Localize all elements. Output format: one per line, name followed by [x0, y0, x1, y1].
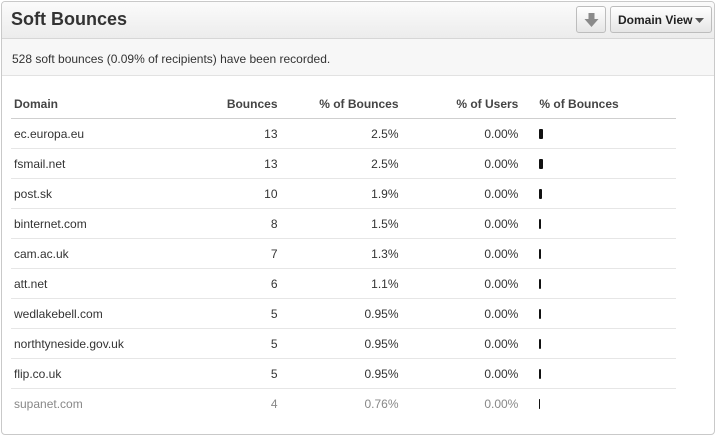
bounces-cell: 13: [210, 118, 281, 149]
pct-bounces-cell: 2.5%: [280, 118, 402, 149]
domain-cell: flip.co.uk: [11, 358, 211, 389]
pct-bounces-cell: 1.5%: [280, 208, 402, 239]
bounce-bar: [539, 129, 544, 140]
table-header-row: Domain Bounces % of Bounces % of Users %…: [11, 90, 676, 119]
pct-bounces-cell: 2.5%: [280, 148, 402, 179]
chevron-down-icon: [695, 18, 704, 23]
table-row: northtyneside.gov.uk 5 0.95% 0.00%: [11, 328, 676, 359]
bounces-cell: 7: [210, 238, 281, 269]
column-header-pct-bounces[interactable]: % of Bounces: [280, 90, 402, 119]
table-row: supanet.com 4 0.76% 0.00%: [11, 389, 676, 419]
bounce-bar: [539, 219, 542, 230]
bounces-cell: 13: [210, 148, 281, 179]
pct-bounces-cell: 0.95%: [280, 358, 402, 389]
table-row: flip.co.uk 5 0.95% 0.00%: [11, 358, 676, 389]
pct-users-cell: 0.00%: [484, 396, 519, 411]
domain-cell: binternet.com: [11, 208, 211, 239]
download-button[interactable]: [576, 6, 606, 33]
bar-cell: [521, 389, 676, 419]
pct-users-cell: 0.00%: [401, 328, 522, 359]
pct-bounces-cell: 0.95%: [280, 298, 402, 329]
domain-cell: cam.ac.uk: [11, 238, 211, 269]
pct-users-cell: 0.00%: [401, 238, 522, 269]
bounce-bar: [539, 279, 542, 290]
bounces-cell: 5: [210, 358, 281, 389]
bounces-cell: 10: [210, 178, 281, 209]
domain-cell: supanet.com: [14, 396, 83, 411]
column-header-bounces[interactable]: Bounces: [210, 90, 281, 119]
panel-title: Soft Bounces: [11, 9, 128, 29]
bounces-cell: 8: [210, 208, 281, 239]
pct-bounces-cell: 1.3%: [280, 238, 402, 269]
pct-users-cell: 0.00%: [401, 298, 522, 329]
bar-cell: [521, 118, 676, 149]
pct-users-cell: 0.00%: [401, 208, 522, 239]
pct-users-cell: 0.00%: [401, 148, 522, 179]
pct-bounces-cell: 0.95%: [280, 328, 402, 359]
table-row: att.net 6 1.1% 0.00%: [11, 268, 676, 299]
panel-header: Soft Bounces Domain View: [2, 2, 714, 39]
domain-view-dropdown[interactable]: Domain View: [610, 6, 712, 33]
column-header-pct-bounces-bar[interactable]: % of Bounces: [521, 90, 676, 119]
table-row: cam.ac.uk 7 1.3% 0.00%: [11, 238, 676, 269]
domain-cell: ec.europa.eu: [11, 118, 211, 149]
pct-bounces-cell: 1.1%: [280, 268, 402, 299]
bounces-cell: 6: [210, 268, 281, 299]
bar-cell: [521, 208, 676, 239]
pct-users-cell: 0.00%: [401, 178, 522, 209]
summary-text: 528 soft bounces (0.09% of recipients) h…: [12, 52, 331, 66]
table-row: post.sk 10 1.9% 0.00%: [11, 178, 676, 209]
bounce-bar: [539, 249, 542, 260]
column-header-domain[interactable]: Domain: [11, 90, 211, 119]
summary-bar: 528 soft bounces (0.09% of recipients) h…: [2, 39, 714, 76]
pct-users-cell: 0.00%: [401, 268, 522, 299]
bar-cell: [521, 178, 676, 209]
bounce-bar: [539, 399, 541, 410]
table-row: fsmail.net 13 2.5% 0.00%: [11, 148, 676, 179]
pct-bounces-cell: 1.9%: [280, 178, 402, 209]
domain-cell: att.net: [11, 268, 211, 299]
bounce-bar: [539, 339, 542, 350]
download-arrow-icon: [584, 13, 599, 27]
bounces-cell: 4: [270, 396, 278, 411]
bar-cell: [521, 358, 676, 389]
bar-cell: [521, 268, 676, 299]
bar-cell: [521, 148, 676, 179]
bounces-cell: 5: [210, 298, 281, 329]
table-row: wedlakebell.com 5 0.95% 0.00%: [11, 298, 676, 329]
bar-cell: [521, 298, 676, 329]
bar-cell: [521, 238, 676, 269]
domain-cell: post.sk: [11, 178, 211, 209]
domain-cell: northtyneside.gov.uk: [11, 328, 211, 359]
domain-view-label: Domain View: [618, 13, 693, 27]
pct-users-cell: 0.00%: [401, 358, 522, 389]
bar-cell: [521, 328, 676, 359]
bounces-table: Domain Bounces % of Bounces % of Users %…: [11, 90, 676, 418]
pct-users-cell: 0.00%: [401, 118, 522, 149]
table-row: binternet.com 8 1.5% 0.00%: [11, 208, 676, 239]
bounce-bar: [539, 189, 543, 200]
bounces-cell: 5: [210, 328, 281, 359]
bounce-bar: [539, 159, 544, 170]
bounce-bar: [539, 369, 542, 380]
domain-cell: wedlakebell.com: [11, 298, 211, 329]
bounce-bar: [539, 309, 542, 320]
domain-cell: fsmail.net: [11, 148, 211, 179]
column-header-pct-users[interactable]: % of Users: [401, 90, 522, 119]
table-row: ec.europa.eu 13 2.5% 0.00%: [11, 118, 676, 149]
pct-bounces-cell: 0.76%: [364, 396, 399, 411]
